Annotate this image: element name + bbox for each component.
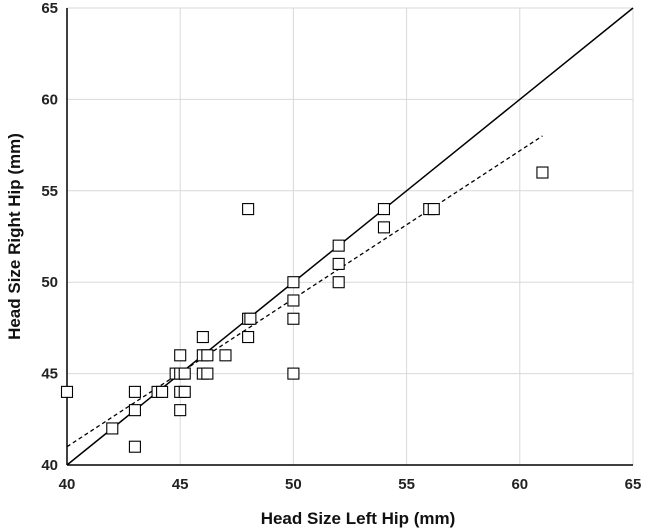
- data-point: [174, 349, 187, 362]
- data-point: [178, 367, 191, 380]
- data-point: [156, 385, 169, 398]
- data-point: [332, 257, 345, 270]
- x-tick-label: 45: [172, 476, 189, 493]
- data-point: [178, 385, 191, 398]
- data-point: [377, 221, 391, 234]
- x-tick-label: 60: [511, 476, 528, 493]
- y-axis-title: Head Size Right Hip (mm): [5, 133, 24, 340]
- y-tick-label: 65: [41, 0, 58, 17]
- data-point: [174, 404, 187, 417]
- regression-line: [66, 135, 543, 448]
- data-point: [427, 203, 440, 216]
- data-point: [242, 203, 255, 216]
- data-point: [287, 312, 300, 325]
- tick-labels: 40 45 50 55 60 65 40 45 50 55 60 65: [41, 0, 641, 493]
- data-point: [332, 239, 345, 252]
- x-tick-label: 40: [59, 476, 76, 493]
- data-point: [128, 440, 141, 453]
- data-point: [242, 330, 255, 344]
- data-point: [201, 367, 214, 380]
- data-point: [287, 294, 300, 307]
- x-tick-label: 65: [625, 476, 642, 493]
- data-point: [128, 404, 141, 417]
- x-tick-label: 50: [285, 476, 302, 493]
- data-point: [287, 367, 300, 380]
- y-tick-label: 40: [41, 457, 58, 474]
- data-point: [196, 330, 209, 344]
- data-point: [332, 276, 345, 289]
- x-axis-title: Head Size Left Hip (mm): [261, 509, 456, 528]
- y-tick-label: 60: [41, 91, 58, 108]
- x-tick-label: 55: [398, 476, 415, 493]
- data-point: [106, 422, 119, 435]
- y-tick-label: 45: [41, 366, 58, 383]
- data-point: [201, 349, 214, 362]
- data-point: [244, 312, 257, 325]
- data-point: [536, 166, 549, 179]
- data-points: [60, 166, 549, 453]
- y-tick-label: 50: [41, 274, 58, 291]
- data-point: [377, 203, 391, 216]
- data-point: [219, 349, 232, 362]
- grid-lines: [67, 7, 634, 465]
- data-point: [287, 276, 300, 289]
- data-point: [128, 385, 141, 398]
- data-point: [60, 385, 74, 398]
- y-tick-label: 55: [41, 183, 58, 200]
